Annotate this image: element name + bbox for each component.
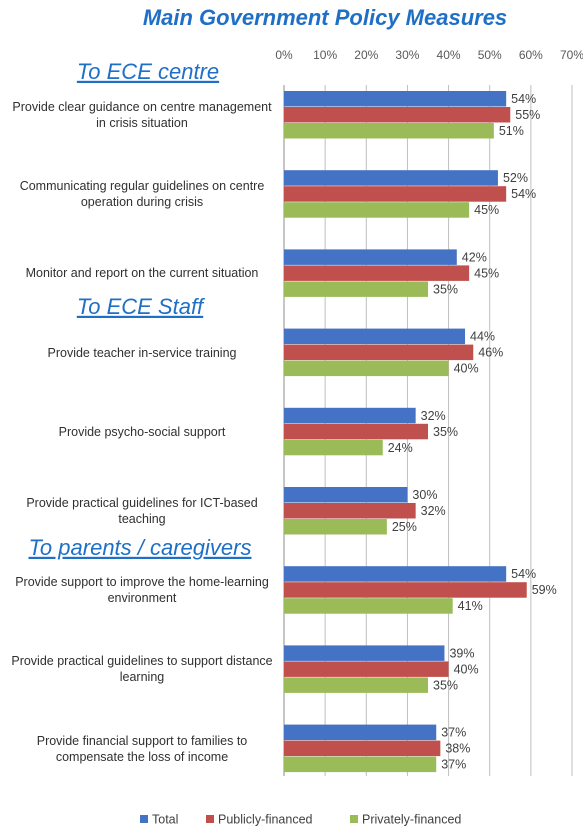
section-heading: To parents / caregivers [29, 535, 252, 560]
bar [284, 519, 387, 535]
bar [284, 186, 507, 202]
category-label: Provide financial support to families to… [36, 733, 248, 764]
legend-label: Privately-financed [362, 812, 461, 826]
x-tick-label: 50% [478, 48, 502, 62]
chart-title: Main Government Policy Measures [143, 5, 507, 30]
x-tick-label: 60% [519, 48, 543, 62]
value-label: 30% [412, 488, 437, 502]
value-label: 45% [474, 266, 499, 280]
bar [284, 202, 470, 218]
section-heading: To ECE centre [77, 59, 219, 84]
category-label: Provide psycho-social support [58, 424, 226, 439]
x-tick-label: 20% [354, 48, 378, 62]
value-label: 37% [441, 758, 466, 772]
bar [284, 756, 437, 773]
category-label: Provide support to improve the home-lear… [15, 575, 269, 606]
value-label: 54% [511, 567, 536, 581]
x-tick-label: 0% [275, 48, 293, 62]
bar [284, 123, 494, 139]
bar [284, 91, 507, 107]
value-label: 46% [478, 346, 503, 360]
bar [284, 281, 428, 297]
bar [284, 740, 441, 757]
value-label: 35% [433, 282, 458, 296]
bar [284, 170, 498, 186]
bar [284, 360, 449, 377]
category-label: Provide practical guidelines to support … [11, 654, 273, 685]
x-tick-label: 30% [395, 48, 419, 62]
value-label: 39% [449, 646, 474, 660]
x-tick-label: 10% [313, 48, 337, 62]
section-heading: To ECE Staff [77, 294, 206, 319]
value-label: 54% [511, 92, 536, 106]
legend-swatch [206, 815, 214, 823]
bar [284, 677, 428, 693]
legend-swatch [140, 815, 148, 823]
bar [284, 566, 507, 582]
bar [284, 107, 511, 123]
value-label: 35% [433, 678, 458, 692]
value-label: 32% [421, 409, 446, 423]
bar [284, 423, 428, 440]
value-label: 37% [441, 726, 466, 740]
bar [284, 661, 449, 677]
legend-swatch [350, 815, 358, 823]
bar [284, 439, 383, 456]
bar [284, 249, 457, 265]
category-label: Provide teacher in-service training [47, 345, 237, 360]
value-label: 42% [462, 250, 487, 264]
x-tick-label: 70% [560, 48, 583, 62]
x-tick-label: 40% [437, 48, 461, 62]
value-label: 54% [511, 187, 536, 201]
value-label: 41% [458, 599, 483, 613]
bar [284, 407, 416, 424]
bar [284, 328, 466, 345]
value-label: 44% [470, 330, 495, 344]
bar [284, 344, 474, 361]
value-label: 45% [474, 203, 499, 217]
legend-label: Total [152, 812, 178, 826]
bar [284, 487, 408, 503]
value-label: 25% [392, 520, 417, 534]
category-label: Communicating regular guidelines on cent… [19, 179, 265, 210]
bar [284, 265, 470, 281]
value-label: 55% [515, 108, 540, 122]
category-label: Provide clear guidance on centre managem… [12, 100, 272, 130]
value-label: 59% [532, 583, 557, 597]
value-label: 52% [503, 171, 528, 185]
bar [284, 582, 527, 598]
value-label: 35% [433, 425, 458, 439]
category-label: Monitor and report on the current situat… [25, 266, 259, 281]
category-label: Provide practical guidelines for ICT-bas… [26, 496, 258, 526]
bar [284, 645, 445, 661]
bar [284, 503, 416, 519]
bar [284, 598, 453, 614]
value-label: 51% [499, 124, 524, 138]
legend-label: Publicly-financed [218, 812, 313, 826]
bar [284, 724, 437, 741]
value-label: 24% [388, 441, 413, 455]
value-label: 32% [421, 504, 446, 518]
value-label: 38% [445, 742, 470, 756]
value-label: 40% [454, 662, 479, 676]
value-label: 40% [454, 362, 479, 376]
